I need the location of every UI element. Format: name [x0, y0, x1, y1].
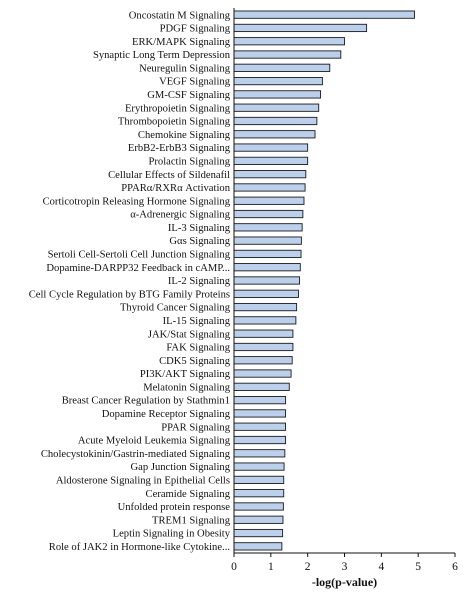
bar-19: [233, 263, 301, 272]
category-label-10: ErbB2-ErbB3 Signaling: [128, 143, 231, 154]
bar-3: [233, 50, 342, 59]
category-label-34: Gap Junction Signaling: [131, 462, 231, 473]
category-label-36: Ceramide Signaling: [146, 489, 231, 500]
category-label-3: Synaptic Long Term Depression: [93, 50, 231, 61]
bar-16: [233, 223, 303, 232]
x-tick-label-2: 2: [305, 561, 311, 573]
category-label-26: CDK5 Signaling: [159, 356, 231, 367]
bar-0: [233, 10, 415, 19]
category-label-27: PI3K/AKT Signaling: [140, 369, 231, 380]
bar-13: [233, 183, 306, 192]
bar-37: [233, 502, 284, 511]
category-label-19: Dopamine-DARPP32 Feedback in cAMP...: [46, 263, 230, 274]
bar-33: [233, 449, 286, 458]
bar-34: [233, 462, 285, 471]
category-label-23: IL-15 Signaling: [163, 316, 231, 327]
bar-30: [233, 409, 287, 418]
bar-10: [233, 143, 309, 152]
category-label-18: Sertoli Cell-Sertoli Cell Junction Signa…: [48, 250, 231, 261]
bar-29: [233, 396, 287, 405]
bar-14: [233, 196, 305, 205]
bar-11: [233, 156, 309, 165]
bar-28: [233, 382, 290, 391]
x-tick-label-1: 1: [268, 561, 274, 573]
bar-7: [233, 103, 320, 112]
bar-9: [233, 130, 316, 139]
bar-24: [233, 329, 294, 338]
x-tick-label-0: 0: [231, 561, 237, 573]
bar-12: [233, 170, 307, 179]
category-labels-group: Oncostatin M Signaling PDGF Signaling ERK/…: [29, 10, 231, 553]
category-label-14: Corticotropin Releasing Hormone Signalin…: [43, 196, 231, 207]
bar-1: [233, 23, 368, 33]
category-label-22: Thyroid Cancer Signaling: [120, 303, 231, 314]
category-label-6: GM-CSF Signaling: [147, 90, 230, 101]
category-label-2: ERK/MAPK Signaling: [132, 37, 231, 48]
bar-23: [233, 316, 297, 325]
bar-32: [233, 435, 287, 445]
bar-22: [233, 302, 298, 312]
category-label-15: α-Adrenergic Signaling: [130, 210, 230, 221]
bar-31: [233, 422, 287, 431]
category-label-16: IL-3 Signaling: [168, 223, 231, 234]
bar-39: [233, 528, 284, 538]
category-label-0: Oncostatin M Signaling: [129, 10, 231, 21]
category-label-35: Aldosterone Signaling in Epithelial Cell…: [56, 475, 230, 486]
category-label-4: Neuregulin Signaling: [139, 63, 231, 74]
bar-8: [233, 116, 318, 126]
category-label-13: PPARα/RXRα Activation: [121, 183, 230, 194]
category-label-30: Dopamine Receptor Signaling: [102, 409, 231, 420]
category-label-11: Prolactin Signaling: [148, 156, 230, 167]
bar-20: [233, 276, 301, 285]
category-label-20: IL-2 Signaling: [168, 276, 231, 287]
bar-26: [233, 356, 293, 365]
category-label-37: Unfolded protein response: [118, 502, 231, 513]
category-label-31: PPAR Signaling: [161, 422, 230, 433]
category-label-25: FAK Signaling: [166, 343, 230, 354]
x-tick-label-4: 4: [378, 561, 384, 573]
x-axis-title: -log(p-value): [312, 575, 377, 589]
bar-17: [233, 236, 302, 245]
x-tick-label-5: 5: [415, 561, 421, 573]
category-label-28: Melatonin Signaling: [143, 382, 231, 393]
category-label-40: Role of JAK2 in Hormone-like Cytokine...: [49, 542, 230, 553]
category-label-5: VEGF Signaling: [159, 77, 231, 88]
category-label-24: JAK/Stat Signaling: [148, 329, 231, 340]
bar-38: [233, 515, 284, 524]
bar-4: [233, 63, 331, 72]
category-label-8: Thrombopoietin Signaling: [118, 117, 231, 128]
bar-35: [233, 475, 285, 484]
bar-6: [233, 90, 322, 99]
x-tick-label-6: 6: [452, 561, 458, 573]
category-label-33: Cholecystokinin/Gastrin-mediated Signali…: [41, 449, 231, 460]
bar-2: [233, 37, 345, 46]
bar-5: [233, 76, 323, 86]
bars-group: [233, 10, 415, 551]
category-label-32: Acute Myeloid Leukemia Signaling: [78, 436, 231, 447]
bar-18: [233, 249, 302, 259]
category-label-38: TREM1 Signaling: [152, 515, 231, 526]
bar-36: [233, 489, 285, 498]
x-ticks-group: 0 1 2 3 4 5 6: [231, 553, 458, 573]
category-label-1: PDGF Signaling: [160, 24, 231, 35]
bar-25: [233, 342, 294, 352]
bar-27: [233, 369, 292, 378]
bar-15: [233, 209, 304, 219]
category-label-17: Gαs Signaling: [169, 236, 230, 247]
bar-21: [233, 289, 299, 298]
category-label-21: Cell Cycle Regulation by BTG Family Prot…: [29, 289, 230, 300]
category-label-29: Breast Cancer Regulation by Stathmin1: [62, 396, 230, 407]
bar-40: [233, 542, 283, 551]
category-label-39: Leptin Signaling in Obesity: [113, 529, 231, 540]
category-label-7: Erythropoietin Signaling: [125, 103, 231, 114]
category-label-12: Cellular Effects of Sildenafil: [108, 170, 230, 181]
category-label-9: Chemokine Signaling: [138, 130, 231, 141]
x-tick-label-3: 3: [342, 561, 348, 573]
